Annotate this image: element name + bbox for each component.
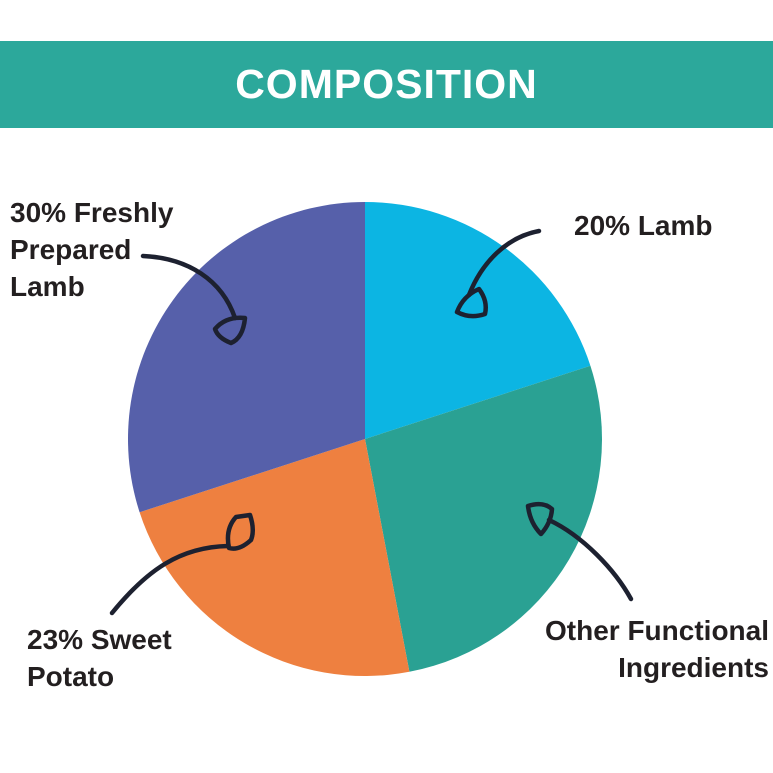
arrowhead-icon [225, 512, 255, 551]
header-banner: COMPOSITION [0, 41, 773, 128]
arrow-line [109, 543, 231, 616]
arrow-line [140, 253, 238, 321]
label-other-functional-ingredients: Other Functional Ingredients [545, 615, 769, 683]
label-lamb: 20% Lamb [574, 210, 713, 241]
arrowhead-icon [212, 315, 248, 346]
pie-slice-freshly-prepared-lamb [127, 202, 365, 513]
callout-arrow-lamb [454, 228, 542, 319]
callout-arrow-sweet-potato [109, 512, 255, 616]
page-title: COMPOSITION [235, 61, 538, 107]
arrow-line [466, 228, 542, 298]
pie-slice-other-functional-ingredients [365, 365, 602, 672]
pie-slices [127, 201, 602, 676]
label-freshly-prepared-lamb: 30% Freshly Prepared Lamb [10, 197, 174, 302]
callout-arrow-other-functional [525, 501, 634, 602]
arrowhead-icon [454, 286, 488, 319]
callout-arrow-freshly-prepared [140, 253, 248, 346]
pie-slice-sweet-potato [139, 439, 410, 676]
pie-slice-lamb [365, 201, 591, 439]
arrowhead-icon [525, 501, 555, 537]
arrow-line [546, 517, 634, 602]
label-sweet-potato: 23% Sweet Potato [27, 624, 172, 692]
